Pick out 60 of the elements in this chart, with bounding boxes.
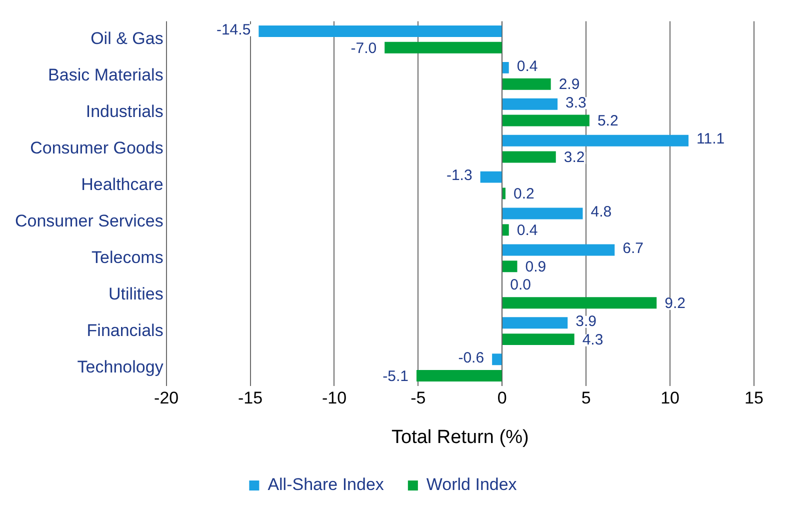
data-label: 0.0 [510, 276, 531, 294]
data-label: 4.8 [590, 204, 612, 221]
y-tick-label: Telecoms [92, 248, 164, 267]
bar [502, 317, 568, 329]
y-tick-label: Utilities [108, 284, 164, 304]
data-label: 3.2 [564, 149, 585, 166]
x-axis-title: Total Return (%) [392, 426, 529, 448]
x-tick-label: 10 [660, 388, 680, 408]
legend-label: World Index [426, 475, 518, 494]
data-label: -14.5 [216, 21, 251, 38]
x-tick-label: -20 [154, 388, 179, 408]
data-label: 4.3 [582, 331, 604, 348]
y-tick-label: Oil & Gas [90, 29, 164, 48]
bar [502, 134, 689, 146]
y-tick-label: Basic Materials [48, 66, 164, 85]
bar [502, 78, 551, 90]
x-tick-label: 0 [497, 388, 507, 408]
y-tick-label: Technology [77, 357, 164, 376]
data-label: 0.9 [525, 258, 546, 276]
y-tick-label: Consumer Goods [30, 138, 164, 158]
bar [502, 297, 657, 309]
bar [384, 42, 502, 54]
bar [502, 260, 518, 272]
x-tick-label: -15 [238, 388, 263, 408]
bar [502, 334, 574, 346]
bar [502, 151, 556, 163]
bar [502, 224, 509, 236]
y-tick-label: Consumer Services [15, 211, 164, 230]
data-label: -7.0 [350, 40, 377, 57]
data-label: 2.9 [558, 76, 580, 94]
data-label: 0.2 [514, 186, 534, 203]
data-label: 5.2 [597, 112, 618, 130]
x-tick-label: -5 [410, 388, 426, 408]
legend-label: All-Share Index [268, 475, 384, 494]
data-label: 0.4 [516, 58, 538, 75]
x-tick-label: 15 [744, 388, 764, 408]
bar [502, 62, 509, 74]
bar [502, 244, 615, 256]
data-label: 6.7 [622, 240, 644, 258]
data-label: -1.3 [446, 167, 472, 184]
y-tick-label: Industrials [86, 102, 164, 122]
data-label: 0.4 [516, 222, 538, 240]
data-label: 11.1 [696, 130, 725, 148]
y-tick-label: Financials [86, 320, 164, 340]
bar [480, 171, 502, 183]
data-label: -5.1 [382, 368, 409, 385]
data-label: 3.3 [566, 94, 586, 112]
x-tick-label: 5 [581, 388, 591, 408]
data-label: 9.2 [664, 294, 686, 312]
y-tick-label: Healthcare [81, 174, 164, 194]
bar [492, 354, 502, 366]
bar [502, 114, 590, 126]
bar [258, 25, 502, 37]
bar [502, 98, 558, 110]
bar [502, 188, 506, 200]
bar [502, 208, 583, 220]
x-tick-label: -10 [322, 388, 347, 408]
bar [416, 370, 502, 382]
data-label: 3.9 [576, 313, 596, 330]
data-label: -0.6 [458, 350, 484, 367]
